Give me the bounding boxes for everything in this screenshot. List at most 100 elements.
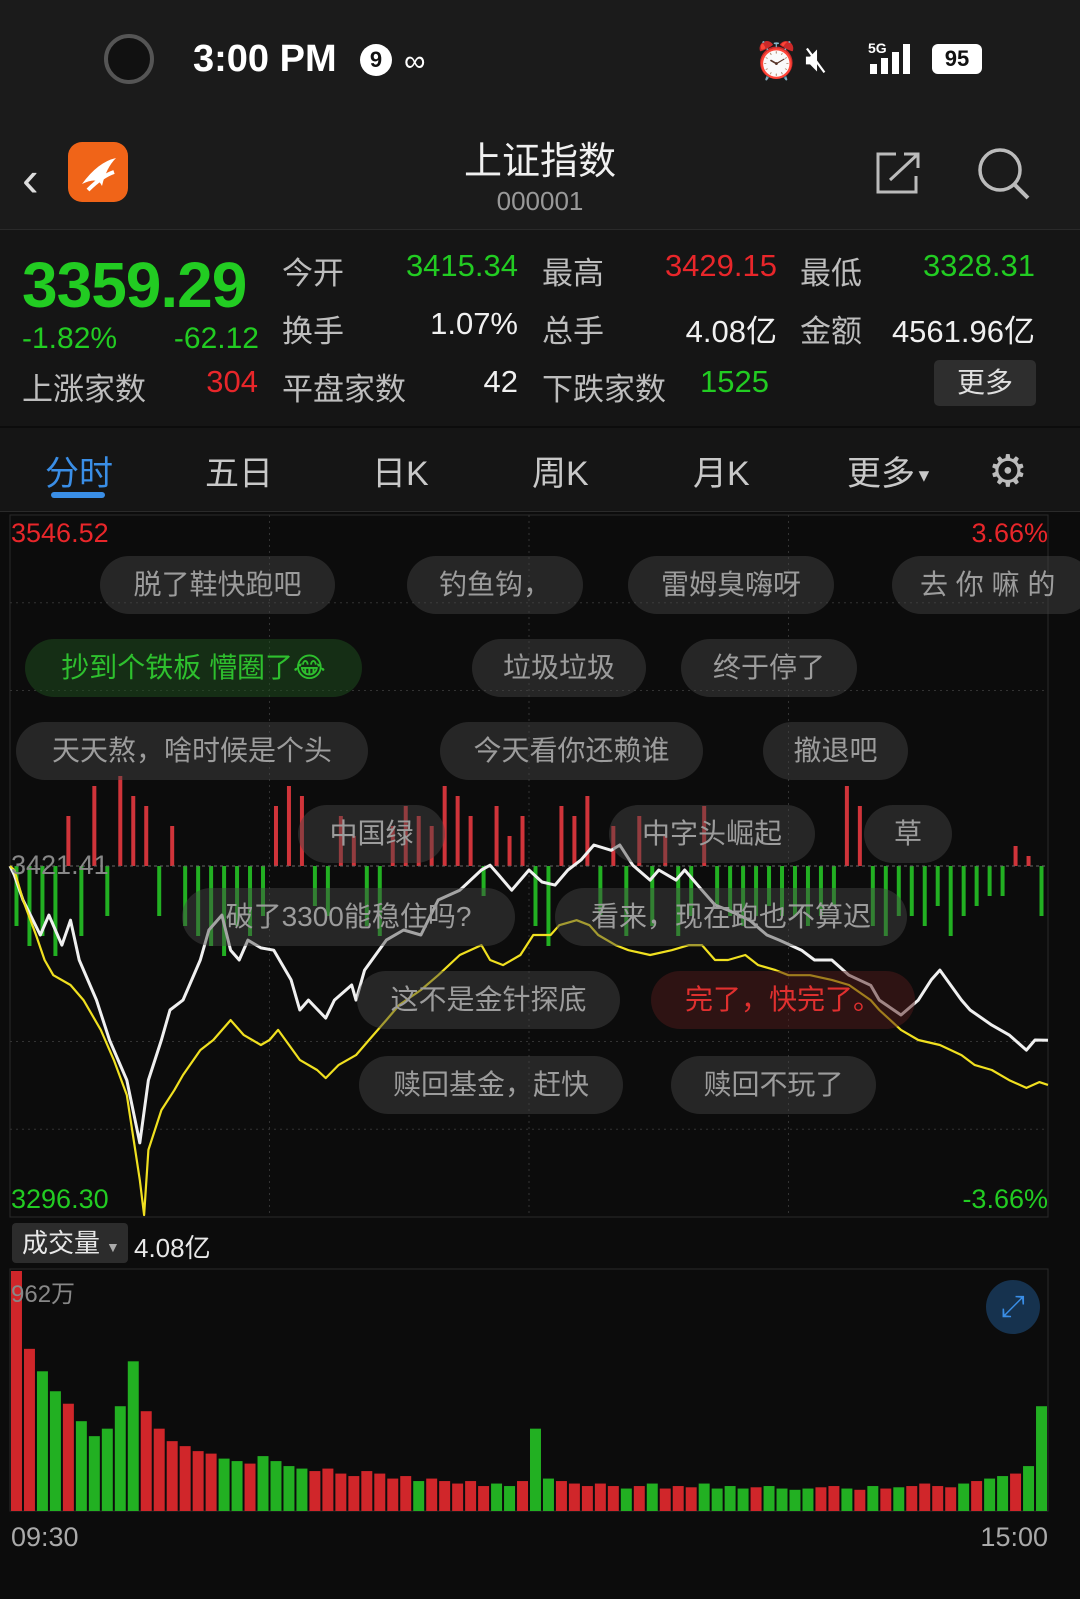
breadth-bar-up bbox=[390, 826, 395, 866]
volume-bar bbox=[426, 1478, 438, 1511]
breadth-bar-up bbox=[338, 816, 343, 866]
breadth-bar-down bbox=[377, 866, 382, 936]
breadth-bar-up bbox=[857, 806, 862, 866]
share-button[interactable] bbox=[874, 150, 924, 196]
volume-bar bbox=[607, 1486, 619, 1511]
breadth-bar-down bbox=[546, 866, 551, 946]
up-count: 304 bbox=[206, 364, 258, 399]
breadth-bar-down bbox=[974, 866, 979, 906]
comment-bubble[interactable]: 中国绿 bbox=[298, 805, 445, 863]
breadth-bar-down bbox=[1000, 866, 1005, 896]
amount-value: 4561.96亿 bbox=[891, 314, 1035, 349]
breadth-bar-down bbox=[961, 866, 966, 916]
tab-weekly-k[interactable]: 周K bbox=[532, 455, 589, 493]
volume-bar bbox=[283, 1466, 295, 1511]
comment-bubble[interactable]: 这不是金针探底 bbox=[357, 971, 620, 1029]
volume-bar bbox=[413, 1481, 425, 1511]
breadth-bar-down bbox=[222, 866, 227, 956]
comment-bubble[interactable]: 雷姆臭嗨呀 bbox=[628, 556, 834, 614]
tab-five-day[interactable]: 五日 bbox=[205, 455, 273, 493]
breadth-bar-down bbox=[935, 866, 940, 906]
volume-bar bbox=[452, 1483, 464, 1511]
tab-monthly-k[interactable]: 月K bbox=[693, 455, 750, 493]
stock-code: 000001 bbox=[496, 186, 584, 216]
volume-bar bbox=[919, 1483, 931, 1511]
turnover-label: 换手 bbox=[282, 314, 344, 349]
comment-bubble[interactable]: 中字头崛起 bbox=[609, 805, 815, 863]
comment-bubble[interactable]: 钓鱼钩， bbox=[407, 556, 583, 614]
breadth-bar-down bbox=[831, 866, 836, 906]
expand-button[interactable]: ⤢ bbox=[986, 1280, 1040, 1334]
comment-bubble[interactable]: 草 bbox=[864, 805, 952, 863]
comment-bubble[interactable]: 今天看你还赖谁 bbox=[440, 722, 703, 780]
breadth-bar-up bbox=[429, 826, 434, 866]
volume-bar bbox=[542, 1478, 554, 1511]
breadth-bar-up bbox=[442, 786, 447, 866]
volume-bar bbox=[75, 1421, 87, 1511]
breadth-bar-up bbox=[844, 786, 849, 866]
comment-bubble[interactable]: 赎回基金，赶快 bbox=[359, 1056, 623, 1114]
breadth-bar-down bbox=[248, 866, 253, 936]
volume-bar bbox=[1036, 1406, 1047, 1511]
breadth-bar-down bbox=[40, 866, 45, 936]
volume-bar bbox=[231, 1461, 243, 1511]
breadth-bar-down bbox=[27, 866, 32, 946]
volume-bar bbox=[568, 1483, 580, 1511]
tab-intraday[interactable]: 分时 bbox=[45, 455, 113, 493]
breadth-bar-down bbox=[79, 866, 84, 936]
comment-bubble-own[interactable]: 抄到个铁板 懵圈了😂 bbox=[25, 639, 362, 697]
volume-bar bbox=[1023, 1466, 1035, 1511]
comment-bubble[interactable]: 看来，现在跑也不算迟 bbox=[555, 888, 907, 946]
settings-button[interactable]: ⚙ bbox=[988, 446, 1027, 497]
breadth-bar-down bbox=[312, 866, 317, 906]
search-button[interactable] bbox=[976, 146, 1032, 202]
down-count-label: 下跌家数 bbox=[542, 372, 666, 407]
comment-bubble[interactable]: 破了3300能稳住吗? bbox=[182, 888, 515, 946]
change-value: -62.12 bbox=[173, 322, 259, 355]
volume-bar bbox=[400, 1476, 412, 1511]
comment-bubble[interactable]: 终于停了 bbox=[681, 639, 857, 697]
comment-bubble[interactable]: 撤退吧 bbox=[763, 722, 908, 780]
breadth-bar-up bbox=[403, 806, 408, 866]
volume-bar bbox=[971, 1481, 983, 1511]
status-time: 3:00 PM bbox=[193, 38, 337, 80]
volume-bar bbox=[101, 1428, 113, 1511]
intraday-chart[interactable] bbox=[0, 512, 1080, 1222]
breadth-bar-down bbox=[948, 866, 953, 936]
volume-selector[interactable]: 成交量 ▼ bbox=[12, 1223, 128, 1263]
volume-bar bbox=[815, 1487, 827, 1511]
app-logo[interactable] bbox=[68, 142, 128, 202]
volume-bar bbox=[893, 1487, 905, 1511]
volume-chart[interactable] bbox=[0, 1268, 1080, 1516]
breadth-bar-down bbox=[792, 866, 797, 916]
comment-bubble[interactable]: 垃圾垃圾 bbox=[472, 639, 646, 697]
volume-bar bbox=[166, 1441, 178, 1511]
volume-bar bbox=[88, 1436, 100, 1511]
breadth-bar-up bbox=[455, 796, 460, 866]
volume-bar bbox=[854, 1489, 866, 1511]
volume-bar bbox=[659, 1488, 671, 1511]
gear-icon: ⚙ bbox=[988, 447, 1028, 496]
breadth-bar-down bbox=[364, 866, 369, 926]
volume-bar bbox=[491, 1483, 503, 1511]
volume-bar bbox=[270, 1461, 282, 1511]
volume-bar bbox=[828, 1486, 840, 1511]
flat-count: 42 bbox=[483, 364, 518, 399]
breadth-bar-up bbox=[170, 826, 175, 866]
more-button[interactable]: 更多 bbox=[934, 360, 1036, 406]
search-icon bbox=[978, 148, 1030, 200]
back-button[interactable]: ‹ bbox=[22, 151, 39, 207]
breadth-bar-up bbox=[131, 796, 136, 866]
comment-bubble[interactable]: 赎回不玩了 bbox=[671, 1056, 876, 1114]
volume-bar bbox=[153, 1428, 165, 1511]
tab-more[interactable]: 更多▼ bbox=[847, 446, 933, 495]
tab-daily-k[interactable]: 日K bbox=[372, 455, 429, 493]
volume-bar bbox=[867, 1486, 879, 1511]
comment-bubble[interactable]: 完了，快完了。 bbox=[651, 971, 915, 1029]
comment-bubble[interactable]: 天天熬，啥时候是个头 bbox=[16, 722, 368, 780]
comment-bubble[interactable]: 脱了鞋快跑吧 bbox=[100, 556, 335, 614]
down-count: 1525 bbox=[700, 364, 769, 399]
breadth-bar-up bbox=[1026, 856, 1031, 866]
comment-bubble[interactable]: 去 你 嘛 的 bbox=[892, 556, 1080, 614]
breadth-bar-down bbox=[987, 866, 992, 896]
